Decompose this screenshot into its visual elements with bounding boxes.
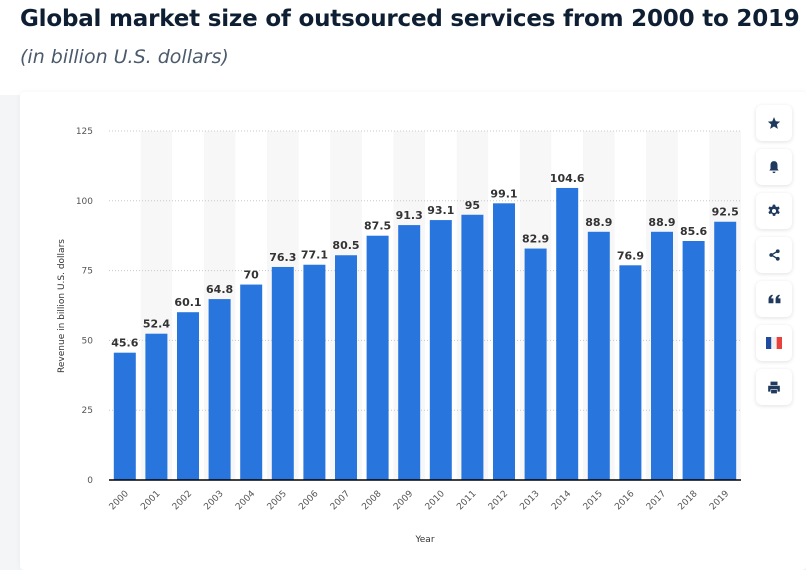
x-tick-label: 2013 xyxy=(518,489,541,512)
star-icon xyxy=(767,117,781,129)
quote-icon xyxy=(768,294,780,303)
x-tick-label: 2005 xyxy=(266,489,289,512)
bar[interactable] xyxy=(398,225,421,480)
chart-toolbar xyxy=(756,105,792,413)
data-label: 76.3 xyxy=(269,251,296,264)
data-label: 70 xyxy=(244,269,260,282)
header-band xyxy=(0,0,806,95)
y-tick-label: 75 xyxy=(82,267,93,277)
data-label: 95 xyxy=(465,199,480,212)
bar[interactable] xyxy=(303,264,326,480)
cite-button[interactable] xyxy=(756,281,792,317)
x-tick-label: 2018 xyxy=(676,489,699,512)
bar[interactable] xyxy=(177,312,199,480)
data-label: 45.6 xyxy=(111,337,138,350)
data-label: 93.1 xyxy=(427,204,454,217)
bar[interactable] xyxy=(429,220,452,480)
data-label: 76.9 xyxy=(617,249,644,262)
bar[interactable] xyxy=(240,284,263,480)
gear-icon xyxy=(768,204,780,216)
print-button[interactable] xyxy=(756,369,792,405)
share-button[interactable] xyxy=(756,237,792,273)
bar[interactable] xyxy=(461,214,484,480)
bars xyxy=(113,187,737,481)
x-tick-label: 2002 xyxy=(171,489,194,512)
page-subtitle: (in billion U.S. dollars) xyxy=(20,46,229,68)
bar[interactable] xyxy=(714,221,737,481)
x-tick-label: 2007 xyxy=(329,489,352,512)
data-label: 87.5 xyxy=(364,220,391,233)
x-tick-label: 2019 xyxy=(708,489,731,512)
bar[interactable] xyxy=(113,352,136,480)
data-labels: 45.6 52.4 60.1 64.8 70 76.3 77.1 80.5 87.5 91.3 93… xyxy=(111,172,739,350)
x-tick-label: 2017 xyxy=(645,489,668,512)
x-tick-label: 2015 xyxy=(582,489,605,512)
printer-icon xyxy=(768,381,780,393)
x-tick-label: 2016 xyxy=(613,489,636,512)
x-tick-label: 2011 xyxy=(455,489,478,512)
x-tick-label: 2000 xyxy=(108,489,131,512)
bar[interactable] xyxy=(208,299,231,480)
data-label: 60.1 xyxy=(174,296,201,309)
x-tick-label: 2004 xyxy=(234,489,257,512)
y-tick-label: 25 xyxy=(82,406,93,416)
data-label: 91.3 xyxy=(396,209,423,222)
data-label: 85.6 xyxy=(680,225,707,238)
x-tick-label: 2014 xyxy=(550,489,573,512)
x-tick-label: 2001 xyxy=(139,489,162,512)
language-button[interactable] xyxy=(756,325,792,361)
data-label: 99.1 xyxy=(490,187,517,200)
data-label: 52.4 xyxy=(143,318,170,331)
data-label: 88.9 xyxy=(585,216,612,229)
settings-button[interactable] xyxy=(756,193,792,229)
data-label: 88.9 xyxy=(648,216,675,229)
data-label: 64.8 xyxy=(206,283,233,296)
bar[interactable] xyxy=(366,235,389,480)
bar[interactable] xyxy=(335,255,357,480)
notification-button[interactable] xyxy=(756,149,792,185)
x-axis-ticks: 2000 2001 2002 2003 2004 2005 2006 2007 2008 2009… xyxy=(108,489,732,512)
bar[interactable] xyxy=(145,333,168,480)
y-axis-label: Revenue in billion U.S. dollars xyxy=(57,239,67,373)
y-tick-label: 100 xyxy=(76,197,93,207)
data-label: 104.6 xyxy=(550,172,585,185)
bell-icon xyxy=(769,161,779,174)
y-tick-label: 50 xyxy=(82,336,94,346)
bar[interactable] xyxy=(682,241,705,480)
share-icon xyxy=(768,249,780,261)
bar[interactable] xyxy=(556,187,579,481)
bar[interactable] xyxy=(619,265,642,480)
page-title: Global market size of outsourced service… xyxy=(20,6,800,32)
x-axis-label: Year xyxy=(414,535,434,545)
y-tick-label: 125 xyxy=(76,127,93,137)
bar[interactable] xyxy=(271,266,294,480)
x-tick-label: 2003 xyxy=(202,489,225,512)
bar[interactable] xyxy=(524,248,547,480)
bar[interactable] xyxy=(587,231,610,480)
x-tick-label: 2010 xyxy=(424,489,447,512)
x-tick-label: 2009 xyxy=(392,489,415,512)
y-axis-ticks: 0 25 50 75 100 125 xyxy=(76,127,93,486)
data-label: 77.1 xyxy=(301,249,328,262)
favorite-button[interactable] xyxy=(756,105,792,141)
x-tick-label: 2012 xyxy=(487,489,510,512)
data-label: 82.9 xyxy=(522,233,549,246)
data-label: 92.5 xyxy=(712,206,739,219)
bar[interactable] xyxy=(651,231,673,480)
x-tick-label: 2006 xyxy=(297,489,320,512)
bar[interactable] xyxy=(493,203,515,480)
data-label: 80.5 xyxy=(332,239,359,252)
x-tick-label: 2008 xyxy=(360,489,383,512)
y-tick-label: 0 xyxy=(87,476,93,486)
french-flag-icon xyxy=(766,337,782,349)
